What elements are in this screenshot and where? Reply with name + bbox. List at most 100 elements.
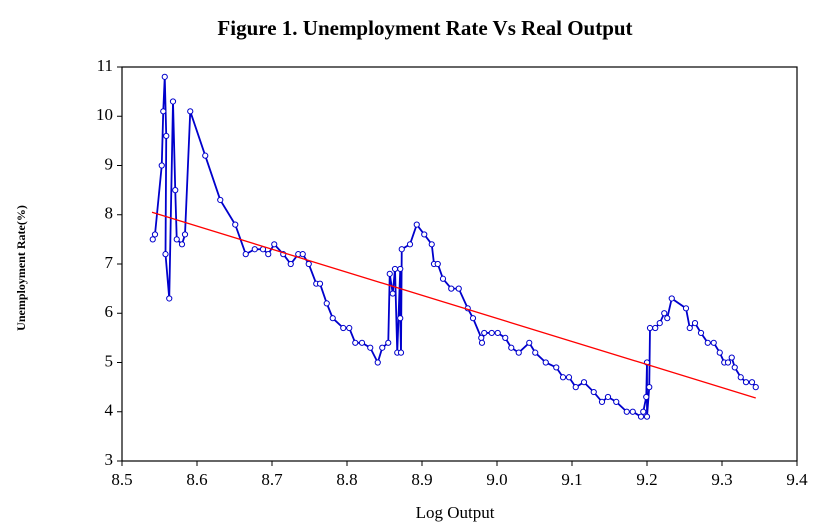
data-point	[752, 384, 759, 391]
data-point	[329, 315, 336, 322]
data-point	[271, 241, 278, 248]
data-point	[162, 251, 169, 258]
y-tick-label: 8	[105, 204, 114, 223]
data-point	[526, 339, 533, 346]
x-tick-label: 8.9	[411, 470, 432, 489]
data-point	[469, 315, 477, 322]
chart-title: Figure 1. Unemployment Rate Vs Real Outp…	[217, 16, 632, 40]
data-point	[656, 320, 663, 327]
data-point	[448, 285, 455, 292]
data-point	[643, 393, 650, 401]
fit-line	[151, 211, 756, 399]
data-point	[379, 344, 386, 351]
data-point	[149, 236, 156, 243]
data-point	[352, 339, 359, 346]
data-point	[637, 413, 645, 420]
data-point	[494, 329, 501, 337]
data-point	[202, 152, 209, 159]
data-point	[158, 162, 165, 169]
data-point	[481, 329, 488, 337]
y-tick-label: 7	[105, 253, 114, 272]
data-point	[691, 320, 699, 327]
x-tick-label: 9.1	[561, 470, 582, 489]
x-tick-label: 8.6	[186, 470, 207, 489]
data-point	[590, 388, 597, 396]
data-point	[697, 329, 705, 337]
x-axis-label: Log Output	[416, 503, 495, 522]
y-tick-label: 3	[105, 450, 114, 469]
data-point	[242, 251, 249, 258]
data-point	[178, 241, 186, 248]
data-point	[737, 374, 744, 381]
data-point	[406, 241, 414, 248]
data-point	[623, 408, 630, 415]
data-point	[613, 398, 620, 405]
data-point	[358, 339, 366, 346]
data-point	[439, 275, 447, 282]
data-point	[646, 384, 653, 391]
data-point	[664, 315, 671, 322]
data-point	[515, 349, 522, 356]
x-tick-label: 9.0	[486, 470, 507, 489]
data-point	[710, 339, 717, 346]
data-point	[572, 384, 579, 391]
data-point	[367, 344, 374, 351]
data-point	[532, 349, 539, 356]
data-point	[346, 324, 353, 332]
data-point	[643, 413, 651, 420]
data-point	[251, 246, 258, 253]
data-point	[323, 300, 330, 307]
x-tick-label: 9.3	[711, 470, 732, 489]
data-point	[686, 324, 693, 332]
data-point	[640, 408, 647, 415]
data-point	[151, 231, 159, 238]
data-point	[724, 359, 732, 366]
data-point	[265, 251, 272, 258]
y-tick-label: 9	[105, 154, 114, 173]
data-point	[217, 196, 224, 204]
data-point	[385, 339, 392, 346]
data-point	[580, 379, 588, 386]
data-point	[169, 98, 177, 105]
data-point	[748, 379, 756, 386]
data-point	[661, 310, 668, 317]
data-point	[488, 329, 495, 337]
data-point	[652, 324, 659, 332]
plot-frame	[121, 66, 798, 462]
data-point	[478, 339, 486, 346]
data-point	[629, 408, 636, 415]
data-point	[397, 315, 404, 322]
data-point	[502, 334, 509, 341]
data-point	[172, 187, 179, 194]
data-point	[397, 349, 405, 356]
data-point	[553, 364, 560, 371]
data-point	[161, 73, 168, 80]
y-tick-label: 4	[105, 401, 114, 420]
data-point	[386, 270, 393, 277]
data-point	[232, 221, 239, 228]
data-point	[428, 241, 435, 248]
y-tick-label: 10	[96, 105, 113, 124]
data-line	[151, 76, 757, 418]
data-point	[731, 364, 738, 371]
data-point	[305, 260, 312, 268]
data-point	[287, 260, 294, 268]
data-point	[559, 374, 567, 381]
x-tick-label: 9.2	[636, 470, 657, 489]
data-point	[299, 251, 306, 258]
data-point	[682, 305, 690, 312]
data-point	[340, 324, 347, 332]
data-point	[181, 231, 189, 238]
data-point	[565, 374, 573, 381]
y-axis-label: Unemployment Rate(%)	[14, 205, 28, 331]
y-tick-label: 5	[105, 351, 114, 370]
x-tick-label: 8.5	[111, 470, 132, 489]
data-point	[542, 359, 549, 366]
data-point	[508, 344, 515, 351]
data-point	[187, 108, 194, 115]
data-point	[173, 236, 180, 243]
x-tick-label: 8.8	[336, 470, 357, 489]
data-point	[704, 339, 711, 346]
y-tick-label: 6	[105, 302, 114, 321]
data-point	[716, 349, 723, 356]
